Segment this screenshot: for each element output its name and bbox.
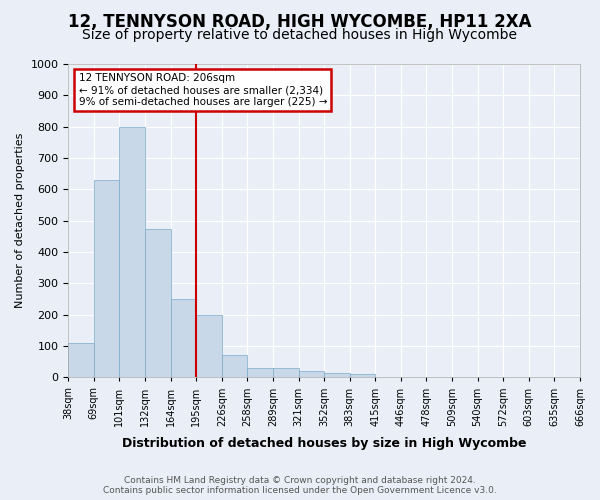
Bar	[145, 228, 170, 378]
Bar	[273, 368, 299, 378]
Bar	[324, 372, 350, 378]
Bar	[94, 180, 119, 378]
X-axis label: Distribution of detached houses by size in High Wycombe: Distribution of detached houses by size …	[122, 437, 526, 450]
Bar	[170, 299, 196, 378]
Y-axis label: Number of detached properties: Number of detached properties	[15, 133, 25, 308]
Text: 12, TENNYSON ROAD, HIGH WYCOMBE, HP11 2XA: 12, TENNYSON ROAD, HIGH WYCOMBE, HP11 2X…	[68, 12, 532, 30]
Bar	[196, 314, 222, 378]
Bar	[222, 356, 247, 378]
Text: Size of property relative to detached houses in High Wycombe: Size of property relative to detached ho…	[83, 28, 517, 42]
Bar	[68, 343, 94, 378]
Bar	[247, 368, 273, 378]
Bar	[119, 126, 145, 378]
Text: Contains HM Land Registry data © Crown copyright and database right 2024.
Contai: Contains HM Land Registry data © Crown c…	[103, 476, 497, 495]
Text: 12 TENNYSON ROAD: 206sqm
← 91% of detached houses are smaller (2,334)
9% of semi: 12 TENNYSON ROAD: 206sqm ← 91% of detach…	[79, 74, 327, 106]
Bar	[350, 374, 376, 378]
Bar	[299, 371, 324, 378]
